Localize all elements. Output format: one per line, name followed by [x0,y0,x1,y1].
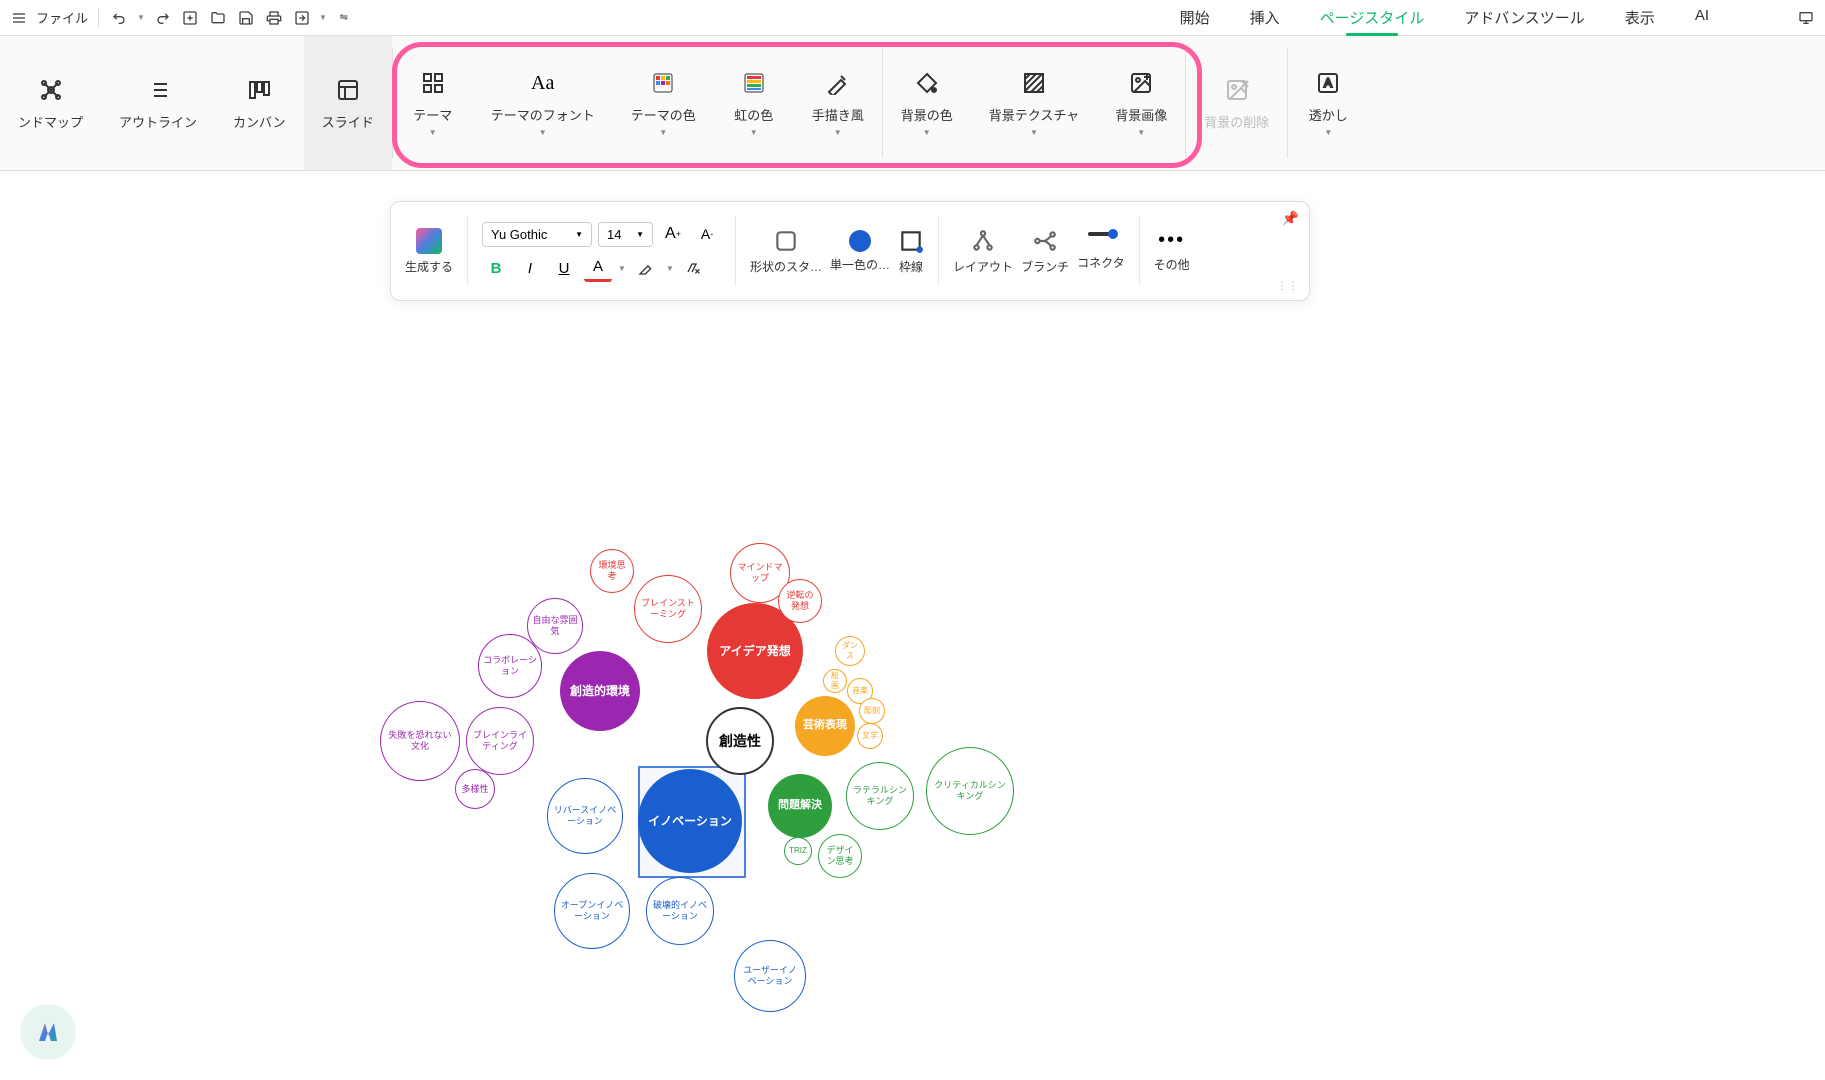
fontcolor-button[interactable]: A [584,254,612,282]
present-icon[interactable] [1795,7,1817,29]
view-kanban[interactable]: カンバン [215,36,304,170]
border-button[interactable]: 枠線 [898,228,924,275]
dropdown-icon[interactable]: ▼ [666,264,674,273]
font-select[interactable]: Yu Gothic▼ [482,222,592,247]
mindmap-node[interactable]: 芸術表現 [795,696,855,756]
mindmap-node[interactable]: 文学 [857,723,883,749]
redo-icon[interactable] [151,7,173,29]
folder-icon[interactable] [207,7,229,29]
mindmap-node[interactable]: オープンイノベーション [554,873,630,949]
mindmap[interactable]: 創造性アイデア発想マインドマップ環境思考ブレインストーミング逆転の発想芸術表現ダ… [360,341,1060,941]
increase-font-icon[interactable]: A+ [659,220,687,248]
ribbon-bgremove: 背景の削除 [1186,36,1287,170]
mindmap-node[interactable]: 問題解決 [768,774,832,838]
connector-button[interactable]: コネクタ [1077,232,1125,271]
mindmap-node[interactable]: 失敗を恐れない文化 [380,701,460,781]
mindmap-node[interactable]: 創造的環境 [560,651,640,731]
bold-button[interactable]: B [482,254,510,282]
tab-view[interactable]: 表示 [1625,1,1655,34]
ribbon-bgimage[interactable]: 背景画像▼ [1097,36,1185,170]
tab-advanced[interactable]: アドバンスツール [1464,1,1584,34]
ribbon-bgcolor[interactable]: 背景の色▼ [883,36,971,170]
separator [735,216,736,286]
highlight-button[interactable] [632,254,660,282]
add-icon[interactable] [179,7,201,29]
mindmap-node[interactable]: 多様性 [455,769,495,809]
separator [98,8,99,28]
size-select[interactable]: 14▼ [598,222,653,247]
generate-button[interactable]: 生成する [405,228,453,275]
italic-button[interactable]: I [516,254,544,282]
undo-icon[interactable] [109,7,131,29]
more-icon[interactable]: ⇋ [333,7,355,29]
mindmap-node[interactable]: ブレインストーミング [634,575,702,643]
mindmap-node[interactable]: デザイン思考 [818,834,862,878]
main-tabs: 開始 挿入 ページスタイル アドバンスツール 表示 AI [1180,1,1709,34]
mindmap-node[interactable]: 破壊的イノベーション [646,877,714,945]
dropdown-icon[interactable]: ▼ [137,13,145,22]
clear-format-button[interactable] [680,254,708,282]
ribbon-rainbow[interactable]: 虹の色▼ [714,36,794,170]
ribbon-theme[interactable]: テーマ▼ [393,36,473,170]
pin-icon[interactable]: 📌 [1282,210,1299,227]
other-button[interactable]: •••その他 [1154,229,1190,273]
mindmap-node[interactable]: コラボレーション [478,634,542,698]
ribbon: ンドマップ アウトライン カンバン スライド テーマ▼ Aaテーマのフォント▼ … [0,36,1825,171]
file-menu[interactable]: ファイル [36,8,88,27]
layout-button[interactable]: レイアウト [953,228,1013,275]
separator [467,216,468,286]
mindmap-node[interactable]: 創造性 [706,707,774,775]
tab-ai[interactable]: AI [1695,1,1709,34]
svg-text:A: A [1324,76,1332,90]
shape-style-button[interactable]: 形状のスタ… [750,228,822,275]
mindmap-node[interactable]: ダンス [835,636,865,666]
ribbon-themefont[interactable]: Aaテーマのフォント▼ [473,36,613,170]
ribbon-watermark[interactable]: A透かし▼ [1288,36,1368,170]
fill-color-button[interactable]: 単一色の… [830,230,890,273]
mindmap-node[interactable]: 彫刻 [859,698,885,724]
ribbon-bgtexture[interactable]: 背景テクスチャ▼ [971,36,1097,170]
mindmap-node[interactable]: ユーザーイノベーション [734,940,806,1012]
tab-pagestyle[interactable]: ページスタイル [1320,1,1425,34]
separator [938,216,939,286]
ribbon-themecolor[interactable]: テーマの色▼ [613,36,714,170]
dropdown-icon[interactable]: ▼ [618,264,626,273]
tab-start[interactable]: 開始 [1180,1,1210,34]
export-icon[interactable] [291,7,313,29]
mindmap-node[interactable]: クリティカルシンキング [926,747,1014,835]
branch-button[interactable]: ブランチ [1021,228,1069,275]
view-mindmap[interactable]: ンドマップ [0,36,101,170]
drag-handle-icon[interactable]: ⋮⋮ [1277,281,1299,292]
floating-toolbar: 生成する Yu Gothic▼ 14▼ A+ A- B I U A ▼ ▼ 形状… [390,201,1310,301]
menu-icon[interactable] [8,7,30,29]
separator [1139,216,1140,286]
mindmap-node[interactable]: TRIZ [784,837,812,865]
app-logo-icon[interactable] [20,1004,76,1060]
canvas[interactable]: 生成する Yu Gothic▼ 14▼ A+ A- B I U A ▼ ▼ 形状… [0,171,1825,1080]
view-outline[interactable]: アウトライン [101,36,215,170]
mindmap-node[interactable]: ラテラルシンキング [846,762,914,830]
view-slide[interactable]: スライド [304,36,392,170]
dropdown-icon[interactable]: ▼ [319,13,327,22]
mindmap-node[interactable]: リバースイノベーション [547,778,623,854]
print-icon[interactable] [263,7,285,29]
mindmap-node[interactable]: 絵画 [823,669,847,693]
mindmap-node[interactable]: 逆転の発想 [778,579,822,623]
save-icon[interactable] [235,7,257,29]
mindmap-node[interactable]: 環境思考 [590,549,634,593]
mindmap-node[interactable]: イノベーション [638,769,742,873]
mindmap-node[interactable]: ブレインライティング [466,707,534,775]
ribbon-handdrawn[interactable]: 手描き風▼ [794,36,882,170]
decrease-font-icon[interactable]: A- [693,220,721,248]
tab-insert[interactable]: 挿入 [1250,1,1280,34]
underline-button[interactable]: U [550,254,578,282]
topbar: ファイル ▼ ▼ ⇋ 開始 挿入 ページスタイル アドバンスツール 表示 AI [0,0,1825,36]
